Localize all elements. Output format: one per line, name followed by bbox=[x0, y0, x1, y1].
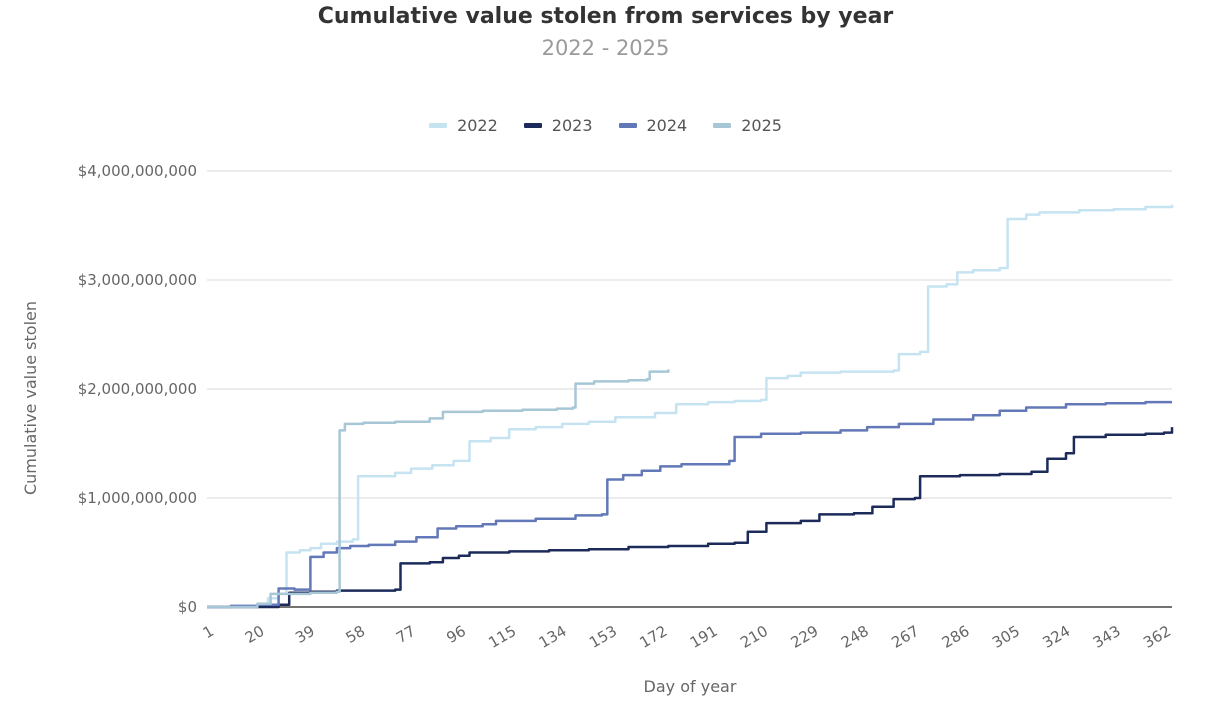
legend: 2022 2023 2024 2025 bbox=[0, 116, 1211, 135]
x-axis-title: Day of year bbox=[644, 677, 737, 696]
y-tick-label: $1,000,000,000 bbox=[78, 489, 197, 507]
x-tick-label: 77 bbox=[393, 622, 419, 647]
x-axis-ticks: 1 20 39 58 77 96 115 134 153 172 191 210 229 248 267 28… bbox=[200, 622, 1174, 652]
y-axis-ticks: $0 $1,000,000,000 $2,000,000,000 $3,000,000… bbox=[78, 162, 197, 616]
x-tick-label: 134 bbox=[536, 622, 570, 652]
grid-layer bbox=[207, 170, 1172, 608]
legend-label: 2025 bbox=[741, 116, 782, 135]
y-tick-label: $3,000,000,000 bbox=[78, 271, 197, 289]
y-axis-title: Cumulative value stolen bbox=[21, 301, 40, 495]
legend-label: 2022 bbox=[457, 116, 498, 135]
legend-item-2025[interactable]: 2025 bbox=[713, 116, 782, 135]
x-tick-label: 1 bbox=[200, 622, 217, 642]
legend-swatch bbox=[429, 123, 448, 128]
legend-swatch bbox=[713, 123, 732, 128]
y-tick-label: $0 bbox=[178, 598, 197, 616]
y-tick-label: $2,000,000,000 bbox=[78, 380, 197, 398]
x-tick-label: 286 bbox=[939, 622, 973, 652]
legend-label: 2023 bbox=[551, 116, 593, 135]
legend-label: 2024 bbox=[646, 116, 688, 135]
legend-item-2022[interactable]: 2022 bbox=[429, 116, 498, 135]
x-tick-label: 20 bbox=[242, 622, 268, 647]
series-line-2025 bbox=[207, 369, 670, 609]
x-tick-label: 115 bbox=[485, 622, 519, 652]
x-tick-label: 96 bbox=[443, 622, 469, 647]
chart-title: Cumulative value stolen from services by… bbox=[317, 4, 894, 29]
x-tick-label: 324 bbox=[1040, 622, 1074, 652]
series-line-2023 bbox=[207, 427, 1174, 609]
x-tick-label: 267 bbox=[888, 622, 922, 652]
x-tick-label: 210 bbox=[737, 622, 771, 652]
legend-item-2023[interactable]: 2023 bbox=[523, 116, 593, 135]
y-tick-label: $4,000,000,000 bbox=[78, 162, 197, 180]
x-tick-label: 153 bbox=[586, 622, 620, 652]
legend-item-2024[interactable]: 2024 bbox=[618, 116, 688, 135]
x-tick-label: 248 bbox=[838, 622, 872, 652]
x-tick-label: 229 bbox=[788, 622, 822, 652]
x-tick-label: 58 bbox=[343, 622, 369, 647]
x-tick-label: 362 bbox=[1140, 622, 1174, 652]
x-tick-label: 343 bbox=[1090, 622, 1124, 652]
chart-subtitle: 2022 - 2025 bbox=[541, 36, 670, 60]
x-tick-label: 191 bbox=[687, 622, 721, 652]
x-tick-label: 172 bbox=[637, 622, 671, 652]
legend-swatch bbox=[618, 123, 637, 128]
x-tick-label: 39 bbox=[292, 622, 318, 647]
series-line-2024 bbox=[207, 400, 1172, 609]
series-layer bbox=[207, 204, 1174, 609]
x-tick-label: 305 bbox=[989, 622, 1023, 652]
legend-swatch bbox=[523, 123, 542, 128]
series-line-2022 bbox=[207, 204, 1174, 609]
